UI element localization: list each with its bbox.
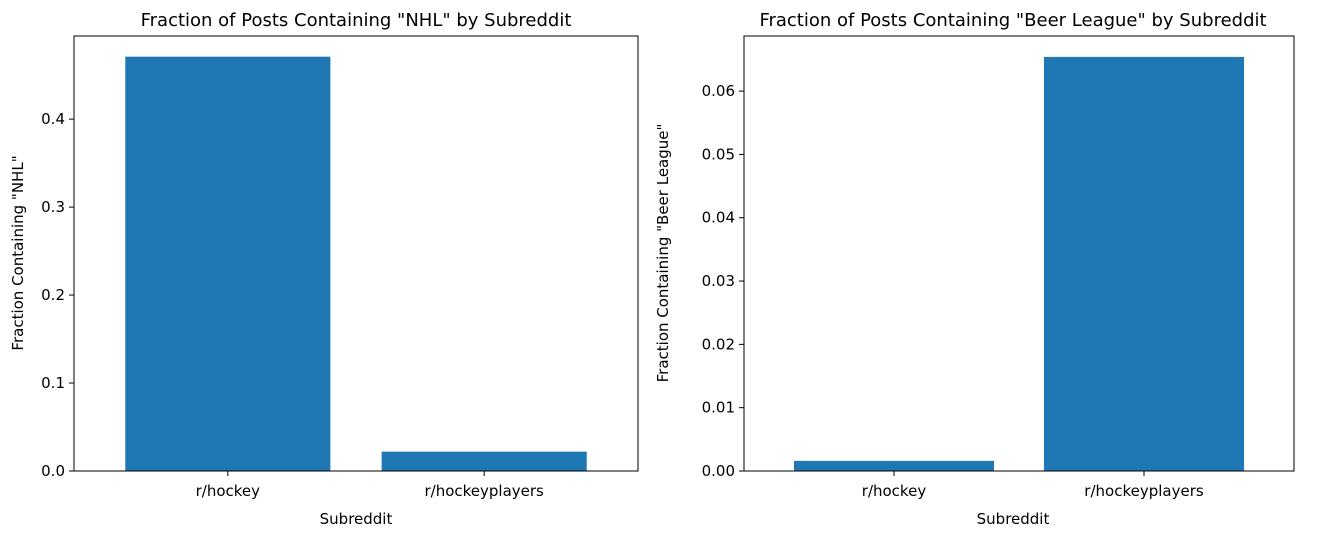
y-tick-label: 0.4	[41, 110, 65, 128]
y-tick-label: 0.1	[41, 374, 65, 392]
y-tick-label: 0.06	[702, 82, 735, 100]
bar-r-hockeyplayers	[1044, 56, 1244, 471]
plot-frame	[743, 35, 1295, 472]
y-axis: 0.0 0.1 0.2 0.3 0.4	[41, 110, 74, 480]
y-tick-label: 0.03	[702, 272, 735, 290]
x-tick-label: r/hockey	[196, 482, 261, 500]
y-tick-label: 0.0	[41, 462, 65, 480]
chart-title: Fraction of Posts Containing "Beer Leagu…	[759, 10, 1266, 31]
chart-title: Fraction of Posts Containing "NHL" by Su…	[141, 10, 572, 31]
y-axis-label: Fraction Containing "Beer League"	[654, 124, 672, 383]
x-axis: r/hockey r/hockeyplayers	[196, 471, 544, 500]
y-tick-label: 0.04	[702, 209, 735, 227]
y-axis: 0.00 0.01 0.02 0.03 0.04 0.05 0.06	[702, 82, 744, 480]
bar-r-hockeyplayers	[381, 451, 587, 471]
beer-league-chart: Fraction of Posts Containing "Beer Leagu…	[654, 10, 1295, 528]
y-axis-label: Fraction Containing "NHL"	[9, 155, 27, 350]
x-axis-label: Subreddit	[977, 510, 1050, 528]
y-tick-label: 0.02	[702, 335, 735, 353]
y-tick-label: 0.2	[41, 286, 65, 304]
plot-frame	[73, 35, 639, 472]
x-tick-label: r/hockeyplayers	[424, 482, 544, 500]
nhl-chart: Fraction of Posts Containing "NHL" by Su…	[9, 10, 639, 528]
y-tick-label: 0.05	[702, 145, 735, 163]
bars-group	[125, 56, 587, 472]
y-tick-label: 0.01	[702, 399, 735, 417]
bar-r-hockey	[125, 56, 331, 472]
x-axis-label: Subreddit	[320, 510, 393, 528]
bars-group	[794, 56, 1244, 471]
bar-r-hockey	[794, 460, 994, 471]
x-tick-label: r/hockeyplayers	[1084, 482, 1204, 500]
y-tick-label: 0.3	[41, 198, 65, 216]
y-tick-label: 0.00	[702, 462, 735, 480]
x-tick-label: r/hockey	[862, 482, 927, 500]
x-axis: r/hockey r/hockeyplayers	[862, 471, 1204, 500]
